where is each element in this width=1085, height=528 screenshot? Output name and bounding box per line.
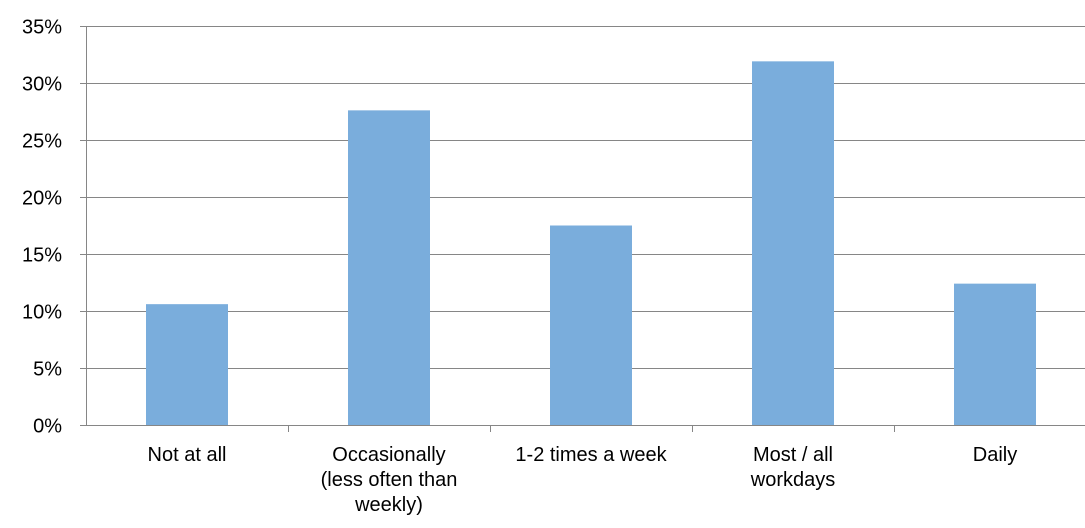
bar-3 [752, 61, 834, 426]
bars [146, 61, 1036, 426]
y-tick-label: 25% [22, 131, 62, 153]
y-tick-label: 20% [22, 188, 62, 210]
bar-4 [954, 283, 1036, 425]
x-tick-label: workdays [750, 469, 835, 491]
x-tick-label: Occasionally [332, 444, 445, 466]
bar-0 [146, 304, 228, 425]
bar-1 [348, 110, 430, 426]
x-tick-label: 1-2 times a week [515, 444, 667, 466]
y-tick-label: 15% [22, 245, 62, 267]
bar-2 [550, 225, 632, 425]
x-tick-label: Daily [973, 444, 1017, 466]
x-tick-label: (less often than [321, 469, 458, 491]
x-tick-label: Most / all [753, 444, 833, 466]
y-tick-label: 10% [22, 302, 62, 324]
y-tick-label: 5% [33, 359, 62, 381]
x-tick-labels: Not at all Occasionally (less often than we… [148, 444, 1018, 516]
y-tick-labels: 0% 5% 10% 15% 20% 25% 30% 35% [22, 17, 62, 438]
axes [80, 26, 1085, 432]
x-tick-label: Not at all [148, 444, 227, 466]
y-tick-label: 35% [22, 17, 62, 39]
x-tick-label: weekly) [354, 494, 423, 516]
y-tick-label: 30% [22, 74, 62, 96]
y-tick-label: 0% [33, 416, 62, 438]
